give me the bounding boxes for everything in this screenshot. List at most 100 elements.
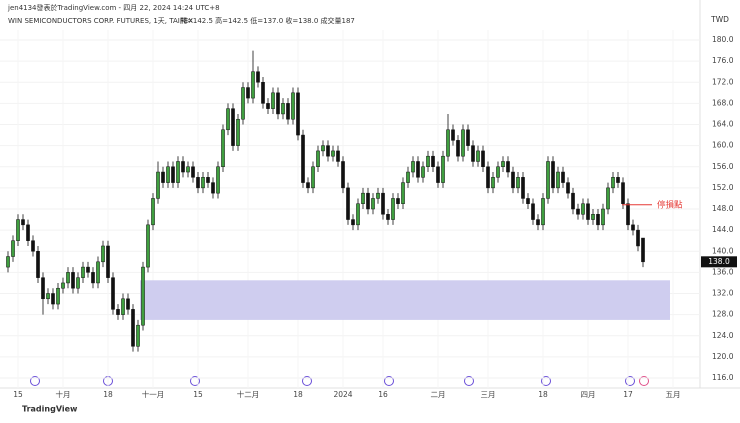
candle-body	[61, 282, 65, 289]
y-tick-label: 180.0	[712, 35, 734, 44]
candle-body	[86, 266, 90, 273]
candle-body	[636, 229, 640, 247]
candle-body	[206, 177, 210, 183]
candle-body	[546, 161, 550, 199]
candle-body	[246, 87, 250, 99]
x-tick-label: 15	[193, 390, 203, 399]
candle-body	[521, 177, 525, 199]
candle-body	[26, 224, 30, 241]
candle-body	[471, 145, 475, 162]
x-tick-label: 四月	[581, 390, 596, 399]
candle-body	[416, 161, 420, 178]
x-tick-label: 十一月	[142, 389, 165, 399]
candle-body	[311, 166, 315, 189]
candle-body	[456, 140, 460, 157]
candle-body	[266, 103, 270, 109]
candle-body	[326, 145, 330, 157]
y-tick-label: 144.0	[712, 225, 734, 234]
candle-body	[166, 166, 170, 183]
y-tick-label: 168.0	[712, 98, 734, 107]
candle-body	[601, 208, 605, 226]
candle-body	[406, 171, 410, 183]
candle-body	[421, 166, 425, 178]
candle-body	[481, 150, 485, 167]
y-tick-label: 124.0	[712, 331, 734, 340]
candle-body	[81, 266, 85, 278]
y-tick-label: 156.0	[712, 162, 734, 171]
candle-body	[256, 71, 260, 83]
stop-loss-label: 停損點	[657, 199, 683, 210]
candle-body	[216, 166, 220, 194]
candle-body	[286, 103, 290, 120]
candle-body	[426, 155, 430, 167]
candle-body	[276, 92, 280, 115]
candle-body	[396, 198, 400, 204]
candle-body	[261, 82, 265, 104]
candle-body	[551, 161, 555, 189]
candle-body	[391, 198, 395, 220]
candle-body	[121, 298, 125, 315]
candle-body	[506, 161, 510, 173]
candle-body	[381, 192, 385, 215]
candle-body	[626, 203, 630, 226]
candle-body	[346, 187, 350, 220]
candle-body	[341, 161, 345, 189]
candle-body	[536, 219, 540, 226]
x-tick-label: 15	[13, 390, 23, 399]
candle-body	[151, 198, 155, 226]
candle-body	[586, 203, 590, 220]
header: jen4134發表於TradingView.com - 四月 22, 2024 …	[7, 3, 220, 12]
candle-body	[196, 177, 200, 189]
y-tick-label: 132.0	[712, 289, 734, 298]
candle-body	[616, 177, 620, 183]
candle-body	[141, 266, 145, 326]
event-icons	[30, 376, 649, 386]
candle-body	[386, 214, 390, 220]
y-tick-label: 164.0	[712, 120, 734, 129]
candle-body	[461, 129, 465, 157]
y-tick-label: 176.0	[712, 56, 734, 65]
zone	[140, 280, 670, 320]
candle-body	[241, 87, 245, 120]
candle-body	[446, 129, 450, 157]
candle-body	[336, 150, 340, 162]
candle-body	[361, 192, 365, 204]
candle-body	[126, 298, 130, 310]
candle-body	[16, 219, 20, 241]
candle-body	[116, 309, 120, 315]
x-tick-label: 2024	[333, 390, 352, 399]
y-tick-label: 152.0	[712, 183, 734, 192]
x-tick-label: 17	[623, 390, 633, 399]
x-tick-label: 五月	[666, 390, 681, 399]
candle-body	[451, 129, 455, 141]
candle-body	[491, 177, 495, 189]
candle-body	[581, 203, 585, 215]
candle-body	[71, 272, 75, 289]
candle-body	[501, 161, 505, 167]
candle-body	[191, 166, 195, 178]
candle-body	[146, 224, 150, 268]
candle-body	[301, 134, 305, 183]
candle-body	[526, 198, 530, 204]
y-tick-label: 148.0	[712, 204, 734, 213]
candle-body	[631, 224, 635, 231]
candle-body	[556, 171, 560, 189]
candle-body	[486, 166, 490, 189]
candle-body	[476, 150, 480, 162]
candle-body	[251, 71, 255, 99]
candle-body	[516, 177, 520, 189]
candle-body	[171, 166, 175, 183]
candle-body	[531, 203, 535, 220]
candle-body	[401, 182, 405, 204]
x-tick-label: 三月	[481, 390, 496, 399]
y-tick-label: 136.0	[712, 267, 734, 276]
candle-body	[566, 182, 570, 194]
candle-body	[621, 182, 625, 204]
x-tick-label: 18	[538, 390, 548, 399]
candle-body	[606, 187, 610, 210]
candle-body	[376, 192, 380, 199]
candle-body	[306, 182, 310, 189]
candle-body	[371, 198, 375, 210]
footer: TradingView	[22, 405, 78, 414]
candle-body	[186, 166, 190, 173]
